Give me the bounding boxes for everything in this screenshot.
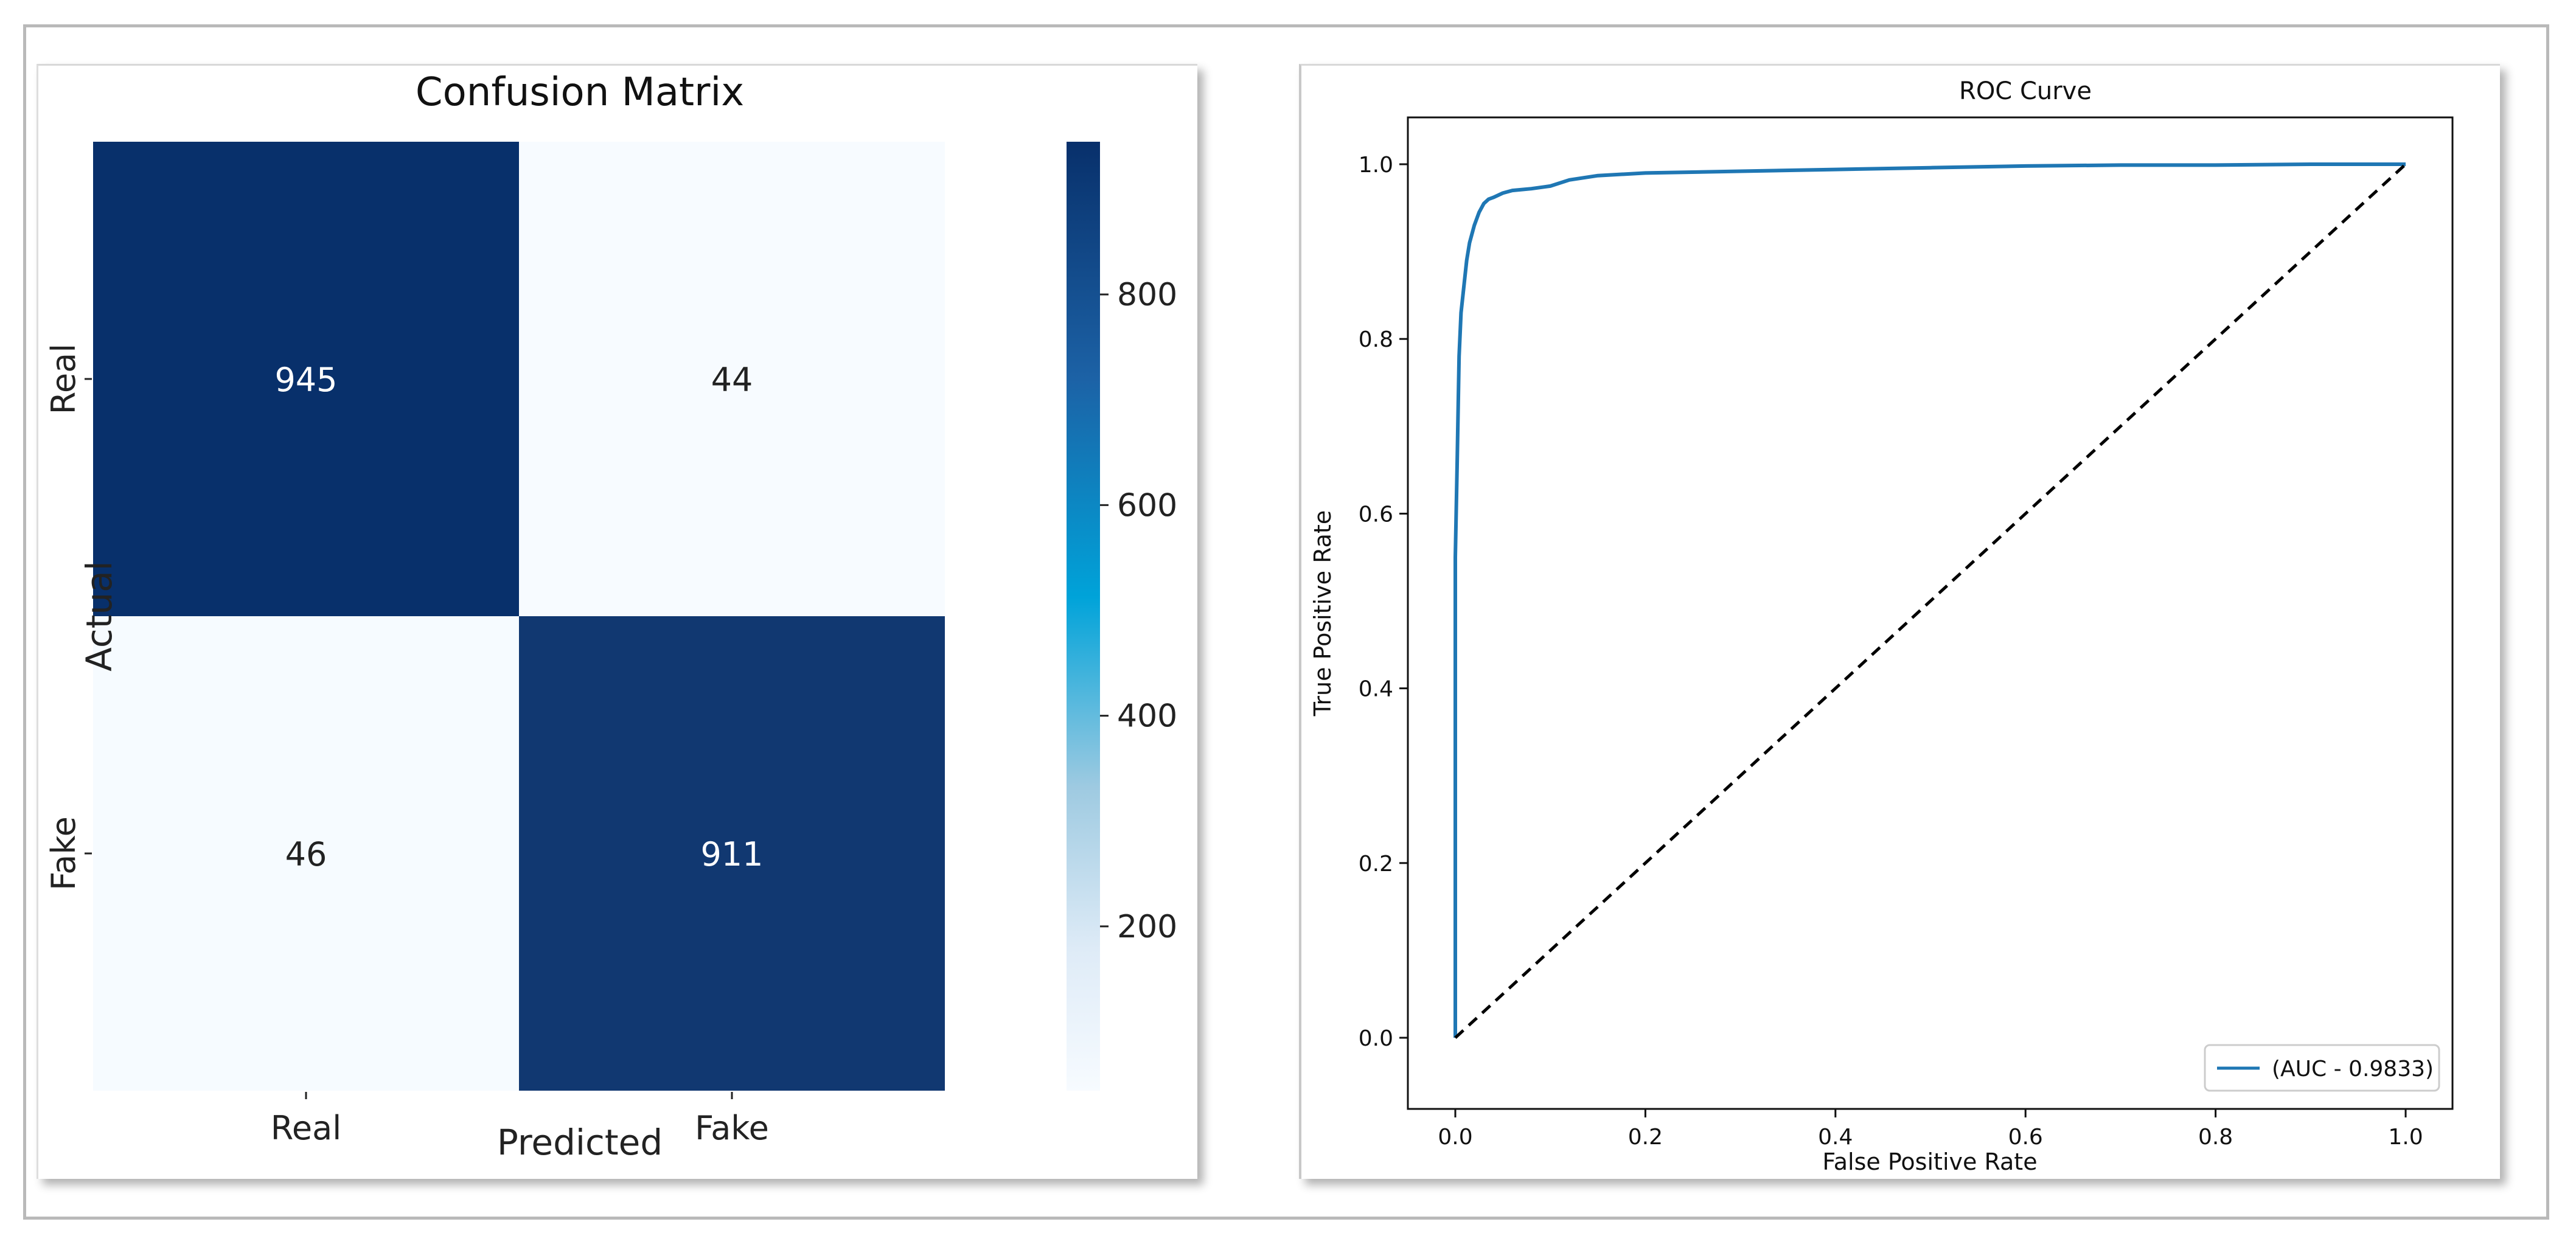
colorbar-tick-label: 400 (1117, 698, 1177, 735)
cm-cell-value: 44 (711, 361, 753, 399)
roc-xlabel: False Positive Rate (1822, 1148, 2037, 1175)
cm-cell-fake-real (93, 616, 519, 1091)
cm-cell-value: 911 (700, 835, 763, 874)
roc-ytick-label: 0.0 (1359, 1026, 1393, 1051)
roc-xtick-label: 0.4 (1818, 1125, 1853, 1150)
roc-curve-line (1453, 162, 2406, 1038)
colorbar (1067, 142, 1100, 1091)
confusion-matrix-chart: Confusion Matrix 945 44 46 911 Real Fake Rea… (44, 70, 1177, 1163)
cm-cell-value: 46 (285, 835, 327, 874)
roc-curve-panel: ROC Curve 0.0 0.2 0.4 0.6 0.8 1.0 0.0 0.2 0.4 0.… (1299, 64, 2500, 1179)
roc-legend-box (2204, 1044, 2440, 1092)
roc-xtick-label: 1.0 (2388, 1125, 2423, 1150)
roc-xtick-label: 0.8 (2198, 1125, 2233, 1150)
cm-ytick-label: Real (44, 344, 83, 414)
roc-ylabel: True Positive Rate (1309, 510, 1336, 717)
roc-curve-chart: ROC Curve 0.0 0.2 0.4 0.6 0.8 1.0 0.0 0.2 0.4 0.… (1309, 77, 2454, 1175)
cm-cell-fake-fake (519, 616, 945, 1091)
roc-ytick-label: 0.4 (1359, 677, 1393, 702)
roc-xtick-label: 0.2 (1628, 1125, 1663, 1150)
cm-cell-real-real (93, 142, 519, 616)
roc-legend-label: (AUC - 0.9833) (2272, 1057, 2434, 1082)
roc-ytick-label: 0.6 (1359, 502, 1393, 527)
roc-title: ROC Curve (1959, 77, 2092, 105)
roc-ytick-label: 0.8 (1359, 327, 1393, 352)
confusion-matrix-xlabel: Predicted (497, 1122, 663, 1163)
colorbar-tick-label: 600 (1117, 487, 1177, 524)
roc-xtick-label: 0.0 (1438, 1125, 1472, 1150)
colorbar-tick-label: 200 (1117, 909, 1177, 945)
roc-legend: (AUC - 0.9833) (2204, 1044, 2440, 1092)
cm-ytick-label: Fake (44, 816, 83, 891)
cm-cell-value: 945 (274, 361, 337, 399)
cm-cell-real-fake (519, 142, 945, 616)
roc-chance-line (1454, 163, 2407, 1039)
colorbar-tick-label: 800 (1117, 277, 1177, 313)
roc-ytick-label: 0.2 (1359, 852, 1393, 877)
roc-ytick-label: 1.0 (1359, 153, 1393, 178)
confusion-matrix-ylabel: Actual (78, 561, 120, 672)
cm-xtick-label: Real (271, 1109, 341, 1147)
cm-xtick-label: Fake (695, 1109, 769, 1147)
confusion-matrix-title: Confusion Matrix (416, 70, 744, 115)
roc-xtick-label: 0.6 (2008, 1125, 2043, 1150)
confusion-matrix-panel: Confusion Matrix 945 44 46 911 Real Fake Rea… (37, 64, 1197, 1179)
